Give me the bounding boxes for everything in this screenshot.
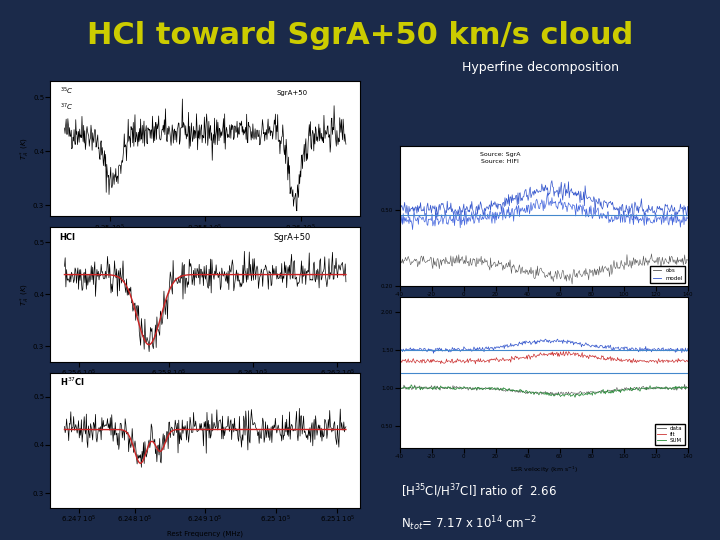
Text: $^{37}C$: $^{37}C$ — [60, 102, 73, 113]
Legend: data, fit, SUM: data, fit, SUM — [655, 424, 685, 446]
Text: H$^{37}$Cl: H$^{37}$Cl — [60, 376, 85, 388]
Text: Source: SgrA: Source: SgrA — [480, 152, 521, 157]
Text: Hyperfine decomposition: Hyperfine decomposition — [462, 61, 618, 74]
Text: HCl toward SgrA+50 km/s cloud: HCl toward SgrA+50 km/s cloud — [87, 21, 633, 50]
Text: [H$^{35}$Cl/H$^{37}$Cl] ratio of  2.66: [H$^{35}$Cl/H$^{37}$Cl] ratio of 2.66 — [401, 483, 557, 500]
Legend: obs, model: obs, model — [650, 266, 685, 284]
Text: Source: HIFI: Source: HIFI — [482, 159, 519, 164]
Text: HCl: HCl — [60, 233, 76, 242]
X-axis label: Rest Frequency (MHz): Rest Frequency (MHz) — [167, 531, 243, 537]
Text: SgrA+50: SgrA+50 — [274, 233, 310, 242]
X-axis label: Rest Frequency (MHz): Rest Frequency (MHz) — [167, 239, 243, 246]
X-axis label: Rest Frequency (MHz): Rest Frequency (MHz) — [167, 385, 243, 392]
Text: SgrA+50: SgrA+50 — [276, 90, 307, 96]
Text: $^{35}C$: $^{35}C$ — [60, 86, 73, 97]
X-axis label: LSR velocity (km s$^{-1}$): LSR velocity (km s$^{-1}$) — [510, 465, 577, 475]
Text: N$_{tot}$= 7.17 x 10$^{14}$ cm$^{-2}$: N$_{tot}$= 7.17 x 10$^{14}$ cm$^{-2}$ — [401, 515, 537, 533]
X-axis label: LSR velocity (km s$^{-1}$): LSR velocity (km s$^{-1}$) — [510, 303, 577, 313]
Y-axis label: $T_A^*\ (K)$: $T_A^*\ (K)$ — [18, 137, 32, 160]
Y-axis label: $T_A^*\ (K)$: $T_A^*\ (K)$ — [18, 283, 32, 306]
